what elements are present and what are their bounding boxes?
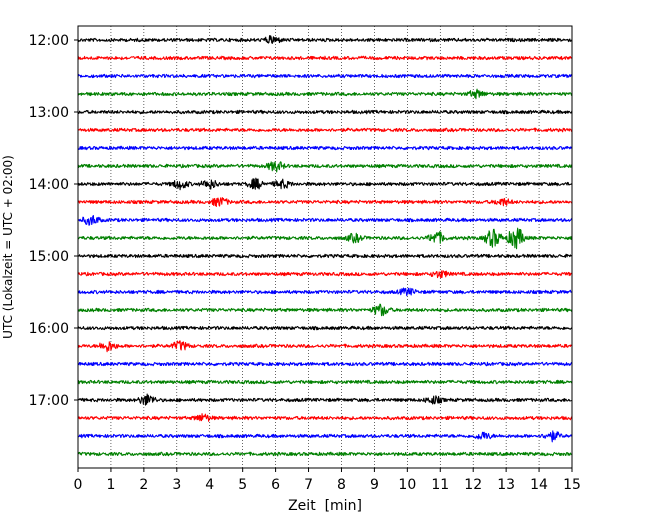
x-tick-label-13: 13 <box>497 477 515 493</box>
trace-1730 <box>77 430 573 443</box>
trace-1315 <box>77 127 573 133</box>
trace-1515 <box>77 270 573 279</box>
trace-1215 <box>77 55 573 61</box>
trace-1245 <box>77 88 573 100</box>
trace-1500 <box>77 253 573 259</box>
y-axis-title: UTC (Lokalzeit = UTC + 02:00) <box>1 155 15 339</box>
x-tick-label-4: 4 <box>205 477 214 493</box>
trace-1330 <box>77 145 573 151</box>
x-axis: 0 1 2 3 4 5 6 7 8 9 10 11 12 13 14 15 <box>74 468 581 493</box>
trace-1630 <box>77 361 573 367</box>
x-tick-label-15: 15 <box>563 477 581 493</box>
trace-1745 <box>77 451 573 457</box>
trace-1430 <box>77 215 573 226</box>
y-tick-label-16:00: 16:00 <box>29 321 69 337</box>
x-tick-label-11: 11 <box>431 477 449 493</box>
trace-1445 <box>77 227 573 250</box>
x-tick-label-3: 3 <box>172 477 181 493</box>
y-tick-label-17:00: 17:00 <box>29 393 69 409</box>
x-tick-label-0: 0 <box>74 477 83 493</box>
x-tick-label-6: 6 <box>271 477 280 493</box>
x-tick-label-14: 14 <box>530 477 548 493</box>
trace-1600 <box>77 325 573 331</box>
y-tick-label-12:00: 12:00 <box>29 33 69 49</box>
trace-1400 <box>77 177 573 191</box>
y-tick-label-13:00: 13:00 <box>29 105 69 121</box>
y-axis: 12:00 13:00 14:00 15:00 16:00 17:00 <box>29 33 78 409</box>
x-tick-label-1: 1 <box>106 477 115 493</box>
trace-1345 <box>77 161 573 173</box>
trace-1415 <box>77 197 573 207</box>
seismic-traces <box>77 35 573 457</box>
trace-1200 <box>77 35 573 44</box>
trace-1530 <box>77 287 573 297</box>
trace-1615 <box>77 340 573 353</box>
trace-1230 <box>77 73 573 79</box>
x-tick-label-7: 7 <box>304 477 313 493</box>
x-tick-label-2: 2 <box>139 477 148 493</box>
trace-1300 <box>77 109 573 115</box>
trace-1700 <box>77 393 573 406</box>
x-tick-label-8: 8 <box>337 477 346 493</box>
x-tick-label-10: 10 <box>398 477 416 493</box>
x-tick-label-5: 5 <box>238 477 247 493</box>
trace-1545 <box>77 303 573 317</box>
y-tick-label-15:00: 15:00 <box>29 249 69 265</box>
x-axis-title: Zeit [min] <box>288 498 362 514</box>
trace-1645 <box>77 379 573 385</box>
x-tick-label-9: 9 <box>370 477 379 493</box>
y-tick-label-14:00: 14:00 <box>29 177 69 193</box>
plot-background <box>78 26 572 468</box>
plot-frame <box>77 25 573 469</box>
trace-1715 <box>77 413 573 422</box>
x-tick-label-12: 12 <box>464 477 482 493</box>
